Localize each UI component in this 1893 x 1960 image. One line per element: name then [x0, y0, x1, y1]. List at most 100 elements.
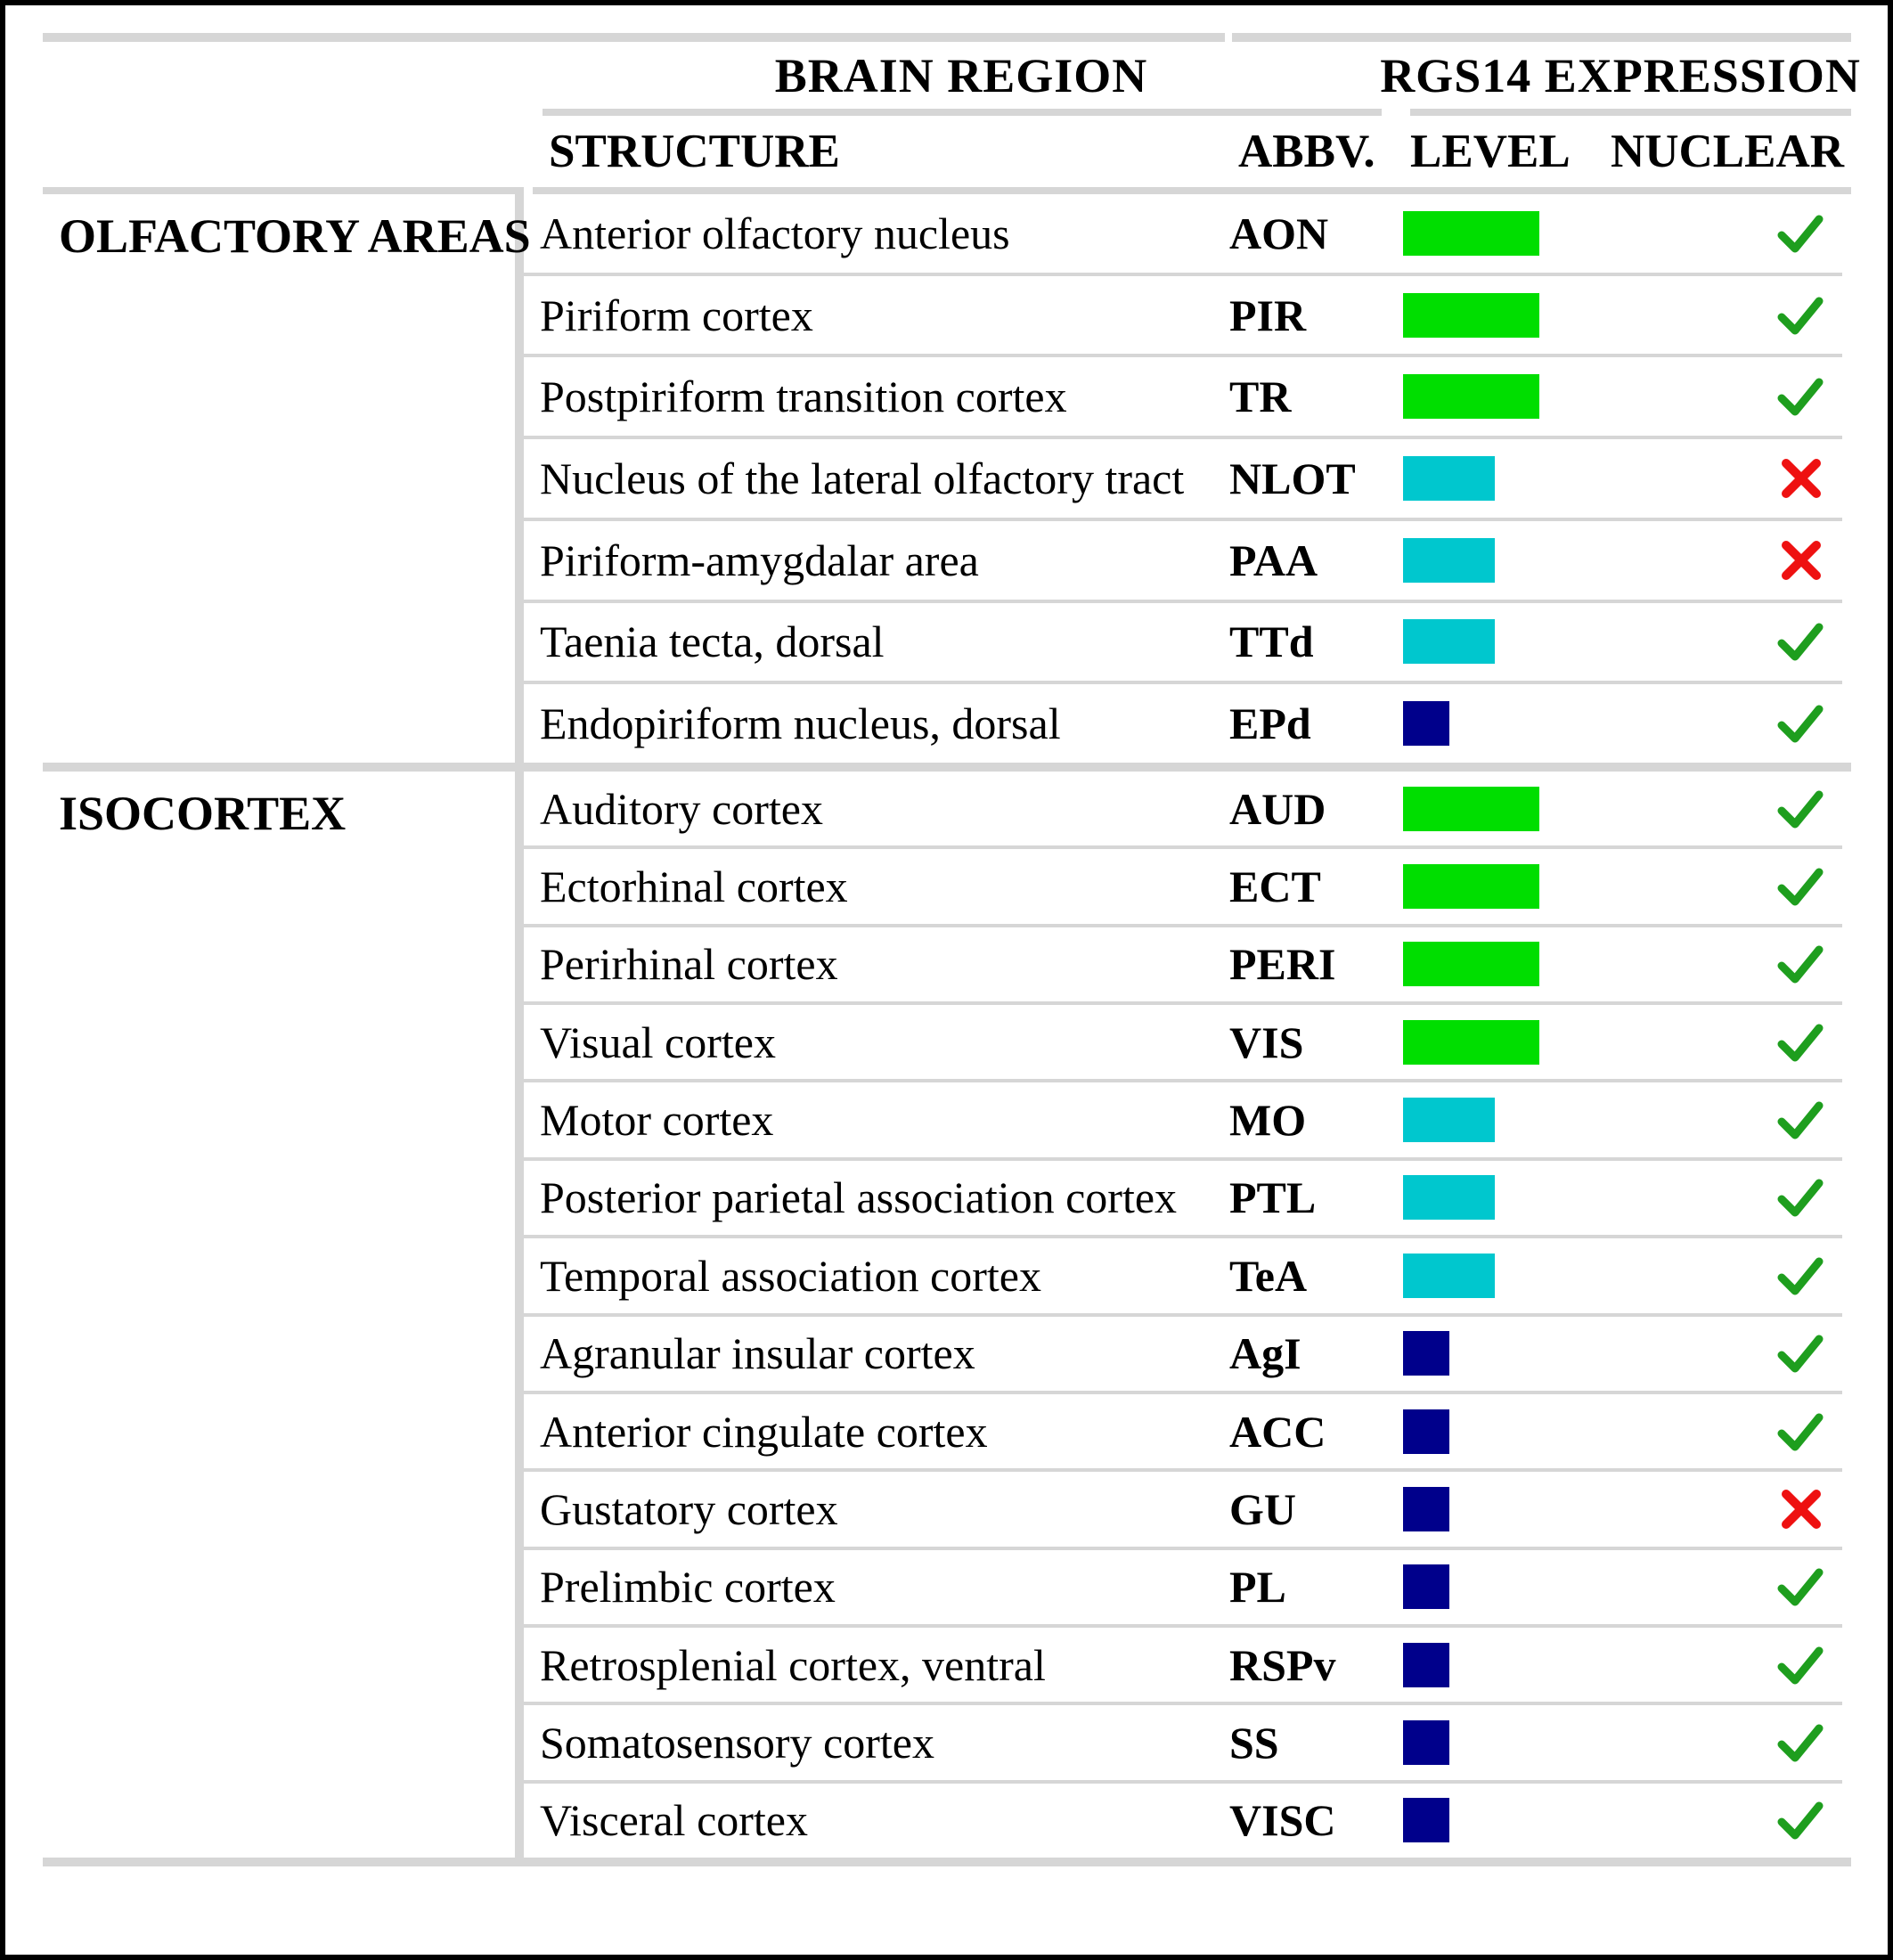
- check-icon: [1777, 944, 1824, 984]
- column-header-row: STRUCTURE ABBV. LEVEL NUCLEAR: [43, 116, 1851, 187]
- table-row-pl: Prelimbic cortex PL: [524, 1546, 1842, 1624]
- check-icon: [1777, 622, 1824, 661]
- check-icon: [1777, 1178, 1824, 1217]
- table-row-mo: Motor cortex MO: [524, 1079, 1842, 1156]
- structure-name: Auditory cortex: [540, 783, 823, 834]
- nuclear-localization-cell: [1595, 456, 1842, 501]
- expression-level-bar-low: [1403, 1564, 1449, 1610]
- check-icon: [1777, 1723, 1824, 1762]
- column-group-header-brain-region: BRAIN REGION: [774, 48, 1148, 102]
- table-row-rspv: Retrosplenial cortex, ventral RSPv: [524, 1623, 1842, 1702]
- expression-level-bar-medium: [1403, 1175, 1495, 1221]
- structure-name: Prelimbic cortex: [540, 1562, 836, 1613]
- check-icon: [1777, 1023, 1824, 1062]
- structure-abbreviation: EPd: [1229, 698, 1311, 749]
- structure-name: Motor cortex: [540, 1095, 774, 1146]
- structure-name: Visual cortex: [540, 1017, 776, 1067]
- expression-level-bar-high: [1403, 210, 1539, 256]
- nuclear-localization-cell: [1595, 538, 1842, 583]
- table-row-ptl: Posterior parietal association cortex PTL: [524, 1156, 1842, 1235]
- nuclear-localization-cell: [1595, 704, 1842, 743]
- cross-icon: [1779, 1487, 1824, 1531]
- structure-abbreviation: TR: [1229, 372, 1292, 422]
- expression-level-cell: [1381, 1409, 1595, 1454]
- expression-level-cell: [1381, 786, 1595, 831]
- table-row-paa: Piriform-amygdalar area PAA: [524, 517, 1842, 600]
- expression-level-bar-low: [1403, 701, 1449, 747]
- structure-name: Retrosplenial cortex, ventral: [540, 1639, 1046, 1690]
- structure-abbreviation: TeA: [1229, 1250, 1308, 1301]
- nuclear-localization-cell: [1595, 1646, 1842, 1685]
- structure-name: Anterior olfactory nucleus: [540, 208, 1010, 258]
- header-bottom-rule-left-segment: [43, 187, 524, 194]
- nuclear-localization-cell: [1595, 944, 1842, 984]
- nuclear-localization-cell: [1595, 1567, 1842, 1606]
- structure-abbreviation: PIR: [1229, 290, 1307, 340]
- expression-level-cell: [1381, 537, 1595, 583]
- brain-region-underline-rule: [543, 109, 1382, 116]
- table-row-epd: Endopiriform nucleus, dorsal EPd: [524, 681, 1842, 763]
- structure-name: Visceral cortex: [540, 1795, 809, 1846]
- group-rows: Anterior olfactory nucleus AON Piriform co…: [524, 194, 1842, 763]
- nuclear-localization-cell: [1595, 867, 1842, 906]
- nuclear-localization-cell: [1595, 1487, 1842, 1531]
- structure-abbreviation: GU: [1229, 1483, 1296, 1534]
- structure-abbreviation: ACC: [1229, 1406, 1326, 1457]
- expression-level-bar-low: [1403, 1719, 1449, 1765]
- table-row-tea: Temporal association cortex TeA: [524, 1235, 1842, 1312]
- expression-level-cell: [1381, 1719, 1595, 1765]
- check-icon: [1777, 377, 1824, 416]
- nuclear-localization-cell: [1595, 296, 1842, 335]
- header-bottom-rule-right-segment: [533, 187, 1851, 194]
- check-icon: [1777, 1256, 1824, 1295]
- column-header-nuclear: NUCLEAR: [1610, 126, 1845, 177]
- structure-abbreviation: PAA: [1229, 535, 1318, 585]
- expression-level-bar-high: [1403, 942, 1539, 987]
- structure-abbreviation: PL: [1229, 1562, 1286, 1613]
- column-header-level: LEVEL: [1410, 126, 1571, 177]
- check-icon: [1777, 1567, 1824, 1606]
- nuclear-localization-cell: [1595, 1723, 1842, 1762]
- check-icon: [1777, 789, 1824, 829]
- structure-name: Posterior parietal association cortex: [540, 1172, 1178, 1223]
- table-row-agi: Agranular insular cortex AgI: [524, 1312, 1842, 1391]
- nuclear-localization-cell: [1595, 789, 1842, 829]
- check-icon: [1777, 1334, 1824, 1373]
- table-row-ttd: Taenia tecta, dorsal TTd: [524, 599, 1842, 682]
- structure-abbreviation: SS: [1229, 1717, 1279, 1768]
- column-group-header-rgs14-expression: RGS14 EXPRESSION: [1380, 48, 1861, 102]
- column-header-structure: STRUCTURE: [549, 126, 840, 177]
- structure-abbreviation: PERI: [1229, 939, 1336, 990]
- expression-level-cell: [1381, 1331, 1595, 1376]
- expression-level-bar-medium: [1403, 537, 1495, 583]
- table-row-nlot: Nucleus of the lateral olfactory tract NL…: [524, 436, 1842, 518]
- expression-level-bar-medium: [1403, 1253, 1495, 1298]
- nuclear-localization-cell: [1595, 1412, 1842, 1451]
- table-row-pir: Piriform cortex PIR: [524, 272, 1842, 355]
- expression-level-cell: [1381, 374, 1595, 420]
- group-label: OLFACTORY AREAS: [43, 194, 531, 763]
- check-icon: [1777, 1412, 1824, 1451]
- expression-level-cell: [1381, 864, 1595, 910]
- group-label: ISOCORTEX: [43, 772, 524, 1858]
- structure-name: Postpiriform transition cortex: [540, 372, 1067, 422]
- top-rule-right-segment: [1232, 33, 1851, 42]
- structure-name: Anterior cingulate cortex: [540, 1406, 988, 1457]
- check-icon: [1777, 214, 1824, 253]
- expression-level-bar-low: [1403, 1642, 1449, 1687]
- expression-level-cell: [1381, 292, 1595, 338]
- nuclear-localization-cell: [1595, 214, 1842, 253]
- expression-level-bar-high: [1403, 1019, 1539, 1065]
- expression-level-cell: [1381, 210, 1595, 256]
- cross-icon: [1779, 456, 1824, 501]
- nuclear-localization-cell: [1595, 1801, 1842, 1840]
- table-row-gu: Gustatory cortex GU: [524, 1468, 1842, 1546]
- nuclear-localization-cell: [1595, 1100, 1842, 1139]
- check-icon: [1777, 1801, 1824, 1840]
- structure-abbreviation: AUD: [1229, 783, 1326, 834]
- expression-level-cell: [1381, 701, 1595, 747]
- table-row-tr: Postpiriform transition cortex TR: [524, 354, 1842, 436]
- expression-level-bar-low: [1403, 1798, 1449, 1843]
- expression-level-bar-high: [1403, 374, 1539, 420]
- nuclear-localization-cell: [1595, 1023, 1842, 1062]
